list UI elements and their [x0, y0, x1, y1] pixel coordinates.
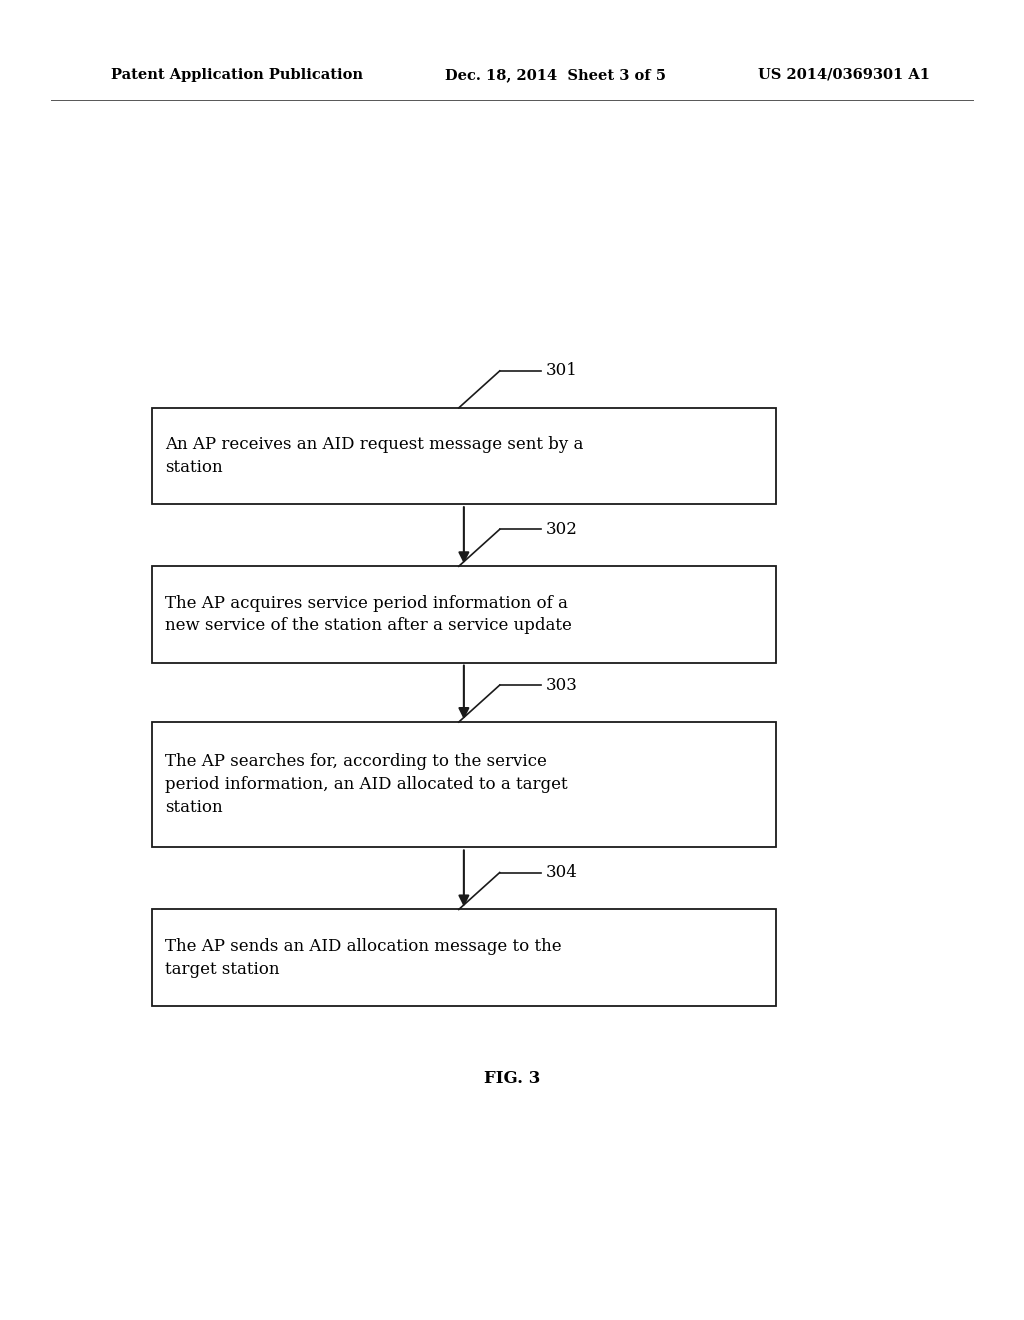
Text: 304: 304: [546, 865, 578, 880]
Bar: [152, 722, 776, 847]
Text: Patent Application Publication: Patent Application Publication: [111, 69, 362, 82]
Bar: [152, 909, 776, 1006]
Text: An AP receives an AID request message sent by a
station: An AP receives an AID request message se…: [165, 436, 584, 477]
Text: 302: 302: [546, 521, 578, 537]
Text: The AP sends an AID allocation message to the
target station: The AP sends an AID allocation message t…: [165, 937, 561, 978]
Text: Dec. 18, 2014  Sheet 3 of 5: Dec. 18, 2014 Sheet 3 of 5: [445, 69, 667, 82]
Text: 301: 301: [546, 363, 578, 379]
Text: US 2014/0369301 A1: US 2014/0369301 A1: [758, 69, 930, 82]
Text: The AP acquires service period information of a
new service of the station after: The AP acquires service period informati…: [165, 594, 571, 635]
Text: The AP searches for, according to the service
period information, an AID allocat: The AP searches for, according to the se…: [165, 754, 567, 816]
Bar: [152, 566, 776, 663]
Bar: [152, 408, 776, 504]
Text: 303: 303: [546, 677, 578, 693]
Text: FIG. 3: FIG. 3: [483, 1071, 541, 1086]
